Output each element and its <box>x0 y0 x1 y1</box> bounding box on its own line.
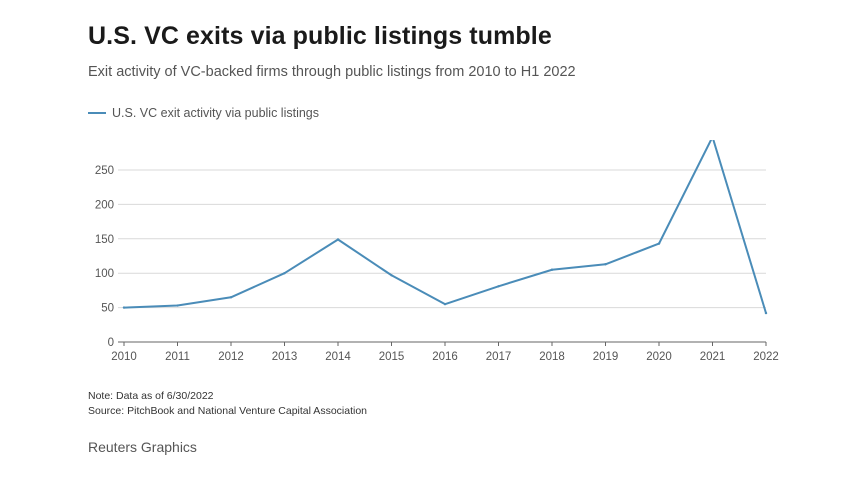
x-tick-label: 2015 <box>379 351 405 363</box>
x-tick-label: 2017 <box>486 351 512 363</box>
data-point <box>336 238 340 241</box>
credit-text: Reuters Graphics <box>88 439 197 455</box>
x-tick-label: 2012 <box>218 351 244 363</box>
x-tick-label: 2014 <box>325 351 351 363</box>
series-line <box>123 140 767 315</box>
source-text: Source: PitchBook and National Venture C… <box>88 405 368 417</box>
legend: U.S. VC exit activity via public listing… <box>88 106 319 120</box>
data-point <box>229 296 233 299</box>
data-point <box>443 302 447 306</box>
x-tick-label: 2022 <box>753 351 779 363</box>
x-tick-label: 2021 <box>700 351 726 363</box>
line-chart: 0 50 100 150 200 250 2010 2011 2012 2013 2014 2015 2… <box>95 140 779 363</box>
x-tick-label: 2016 <box>432 351 458 363</box>
y-tick-label: 200 <box>95 199 114 211</box>
y-tick-label: 0 <box>108 337 114 349</box>
data-point <box>604 263 607 266</box>
data-point <box>283 272 286 275</box>
y-tick-label: 50 <box>101 303 114 315</box>
data-point <box>390 274 393 277</box>
y-tick-label: 150 <box>95 234 114 246</box>
chart-subtitle: Exit activity of VC-backed firms through… <box>88 64 576 80</box>
y-tick-label: 250 <box>95 165 114 177</box>
legend-label: U.S. VC exit activity via public listing… <box>112 106 320 120</box>
x-tick-label: 2020 <box>646 351 672 363</box>
x-tick-label: 2011 <box>165 351 190 363</box>
data-point <box>550 268 554 271</box>
legend-line-swatch <box>88 112 106 114</box>
x-tick-label: 2010 <box>111 351 137 363</box>
y-tick-label: 100 <box>95 268 114 280</box>
x-tick-label: 2018 <box>539 351 565 363</box>
data-point <box>764 311 768 315</box>
chart-title: U.S. VC exits via public listings tumble <box>88 22 552 50</box>
note-text: Note: Data as of 6/30/2022 <box>88 390 214 402</box>
chart-notes: Note: Data as of 6/30/2022 Source: Pitch… <box>88 389 367 419</box>
data-point <box>657 242 661 245</box>
data-point <box>176 304 179 307</box>
x-tick-label: 2019 <box>593 351 619 363</box>
data-point <box>497 285 500 288</box>
data-point <box>122 306 126 309</box>
x-tick-label: 2013 <box>272 351 298 363</box>
